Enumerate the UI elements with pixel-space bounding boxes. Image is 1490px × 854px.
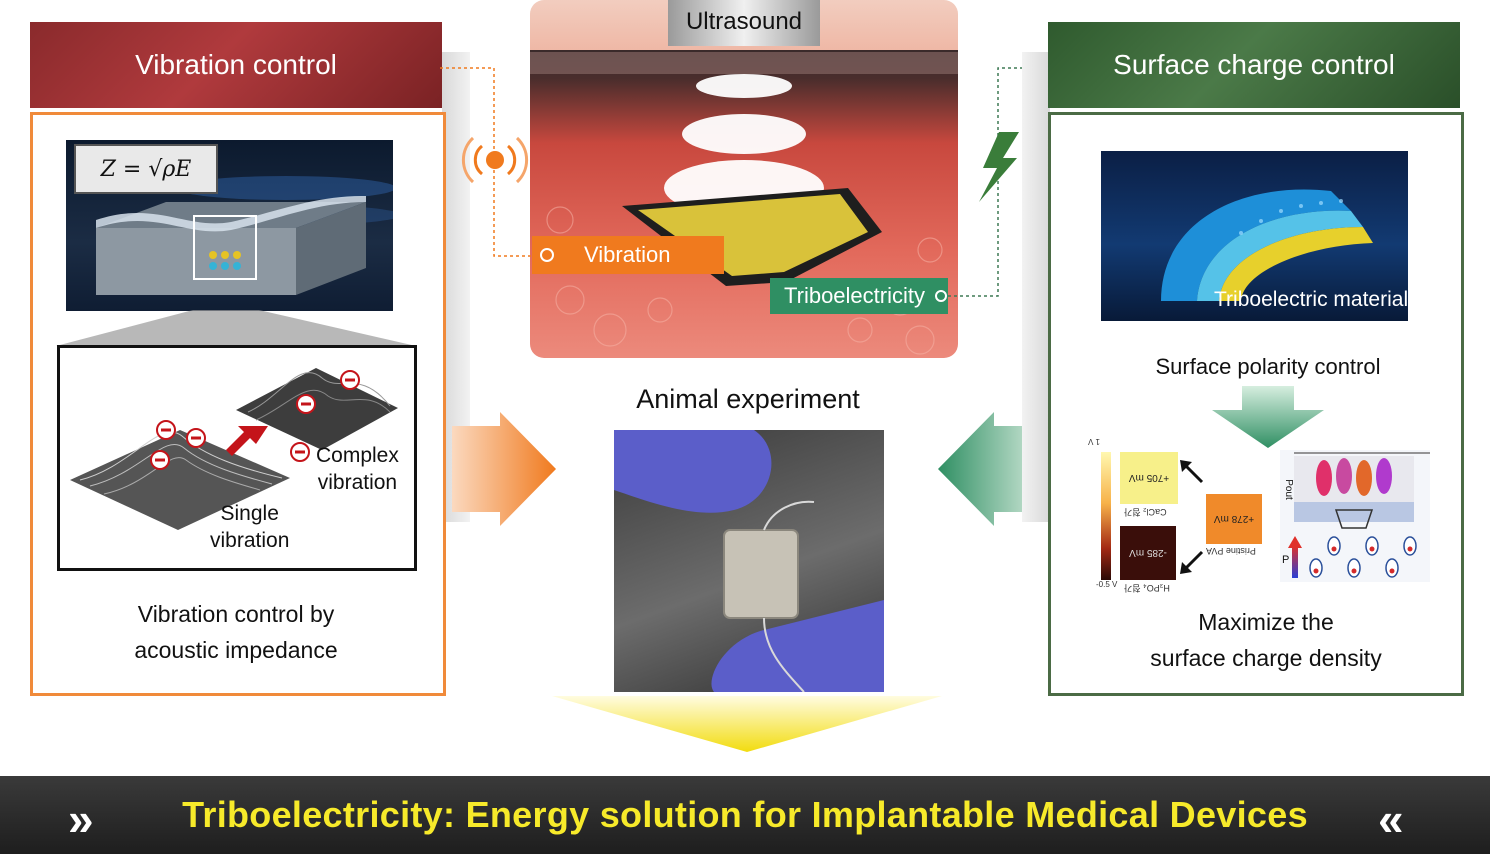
animal-experiment-title: Animal experiment [636,384,860,414]
potential-scale-bar [1101,452,1111,580]
vibration-connector-line [440,67,540,257]
triboelectric-material-label: Triboelectric material [1214,288,1409,311]
impedance-formula: Z = √ρE [74,144,218,194]
pristine-heatmap: +278 mV [1206,494,1262,544]
zoom-connector [56,310,416,346]
cacl2-label: CaCl₂ 첨가 [1124,507,1167,517]
sound-wave-icon [461,136,529,184]
h3po4-heatmap: -285 mV [1120,526,1176,580]
complex-label-line1: Complex [316,444,399,467]
lightning-icon [979,132,1019,202]
triboelectricity-tag-label: Triboelectricity [784,283,925,308]
scale-top-wrap: 1 V [1088,437,1100,446]
vibration-tag-dot-icon [540,248,554,262]
animal-experiment-photo [614,430,884,692]
right-chevron-icon: « [1378,793,1404,845]
cacl2-value: +705 mV [1128,472,1170,484]
polarity-p-label: P [1282,554,1290,566]
polarity-down-arrow [1212,386,1324,448]
surface-caption-line2: surface charge density [1150,645,1382,671]
left-flow-arrow [452,412,556,526]
ultrasound-tissue-illustration [530,0,958,358]
surface-charge-caption: Maximize the surface charge density [1066,604,1466,676]
complex-label-line2: vibration [317,471,398,494]
triboelectricity-tag: Triboelectricity [770,278,948,314]
down-flow-arrow [552,696,942,752]
vibration-surfaces [70,368,398,530]
vibration-caption-line2: acoustic impedance [134,637,338,663]
single-label-line2: vibration [210,529,290,552]
device-photo-graphic [614,430,884,692]
membrane-graphic [96,176,393,295]
triboelectricity-connector-line [948,67,1050,297]
surface-caption-line1: Maximize the [1198,609,1334,635]
scale-bottom-label: -0.5 V [1096,580,1118,589]
banner-title: Triboelectricity: Energy solution for Im… [182,794,1308,835]
vibration-caption: Vibration control by acoustic impedance [36,596,436,668]
formula-text: Z = √ρE [100,156,192,182]
vibration-caption-line1: Vibration control by [137,601,335,627]
surface-polarity-label: Surface polarity control [1155,354,1381,379]
left-chevron-icon: » [68,793,94,845]
ultrasound-label: Ultrasound [685,8,803,35]
surface-charge-control-header: Surface charge control [1048,22,1460,108]
complex-vibration-label: Complex vibration [316,442,399,496]
right-flow-arrow [938,412,1042,526]
tissue-graphic [530,0,958,355]
vibration-mode-box: Complex vibration Single vibration [57,345,417,571]
vibration-tag: Vibration [532,236,724,274]
vibration-control-header: Vibration control [30,22,442,108]
polarity-illustration: P Pout [1280,450,1430,582]
pristine-value: +278 mV [1213,513,1255,525]
impedance-illustration [66,140,393,311]
h3po4-value: -285 mV [1129,547,1167,559]
cacl2-heatmap: +705 mV [1120,452,1178,504]
pristine-label: Pristine PVA [1206,546,1256,556]
triboelectricity-tag-dot-icon [935,290,947,302]
vibration-control-title: Vibration control [135,49,337,80]
heatmap-arrows [1180,460,1204,574]
right-connector-shade [1022,52,1050,522]
vibration-tag-label: Vibration [584,242,671,267]
surface-charge-control-title: Surface charge control [1113,49,1395,80]
single-vibration-label: Single vibration [210,500,289,554]
bottom-banner [0,776,1490,854]
polarity-pout-label: Pout [1282,479,1294,500]
h3po4-label: H₃PO₄ 첨가 [1124,583,1170,593]
polarity-graphic [1288,452,1430,578]
triboelectric-material-illustration [1101,151,1408,321]
scale-top-label: 1 V [1087,437,1100,446]
single-label-line1: Single [220,502,279,525]
material-graphic [1161,189,1373,301]
